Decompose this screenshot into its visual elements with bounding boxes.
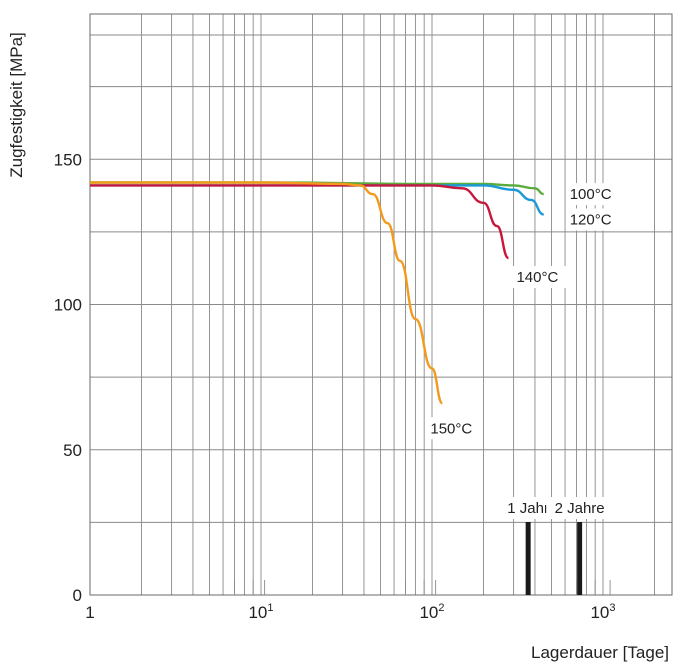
x-axis-title: Lagerdauer [Tage] [531, 643, 669, 662]
curve-label-bg [512, 266, 569, 289]
year-markers: 1 Jahr 2 Jahre [498, 497, 614, 595]
series-line [90, 181, 444, 405]
y-tick-label: 50 [63, 441, 82, 460]
curve-label-bg [565, 183, 622, 206]
year-marker-label: 1 Jahr [507, 500, 549, 517]
x-tick-label: 103 [590, 602, 615, 622]
curve-labels: 100°C 120°C 140°C 150°C [426, 183, 622, 440]
plot-frame [89, 13, 673, 596]
y-tick-label: 100 [54, 296, 82, 315]
curve-label: 120°C [570, 211, 612, 228]
curve-label: 150°C [430, 420, 472, 437]
x-tick-label: 1 [85, 603, 94, 622]
x-tick-label: 102 [419, 602, 444, 622]
curve-label: 140°C [516, 269, 558, 286]
y-tick-labels: 0 50 100 150 [54, 150, 82, 605]
y-axis-title: Zugfestigkeit [MPa] [7, 32, 26, 178]
y-tick-label: 150 [54, 150, 82, 169]
curve-label-bg [426, 417, 483, 440]
year-marker-label: 2 Jahre [555, 500, 605, 517]
year-marker-bar [525, 522, 531, 595]
curve-label-bg [565, 208, 622, 231]
x-tick-labels: 1 101 102 103 [85, 602, 615, 622]
series-group [89, 181, 545, 405]
curve-label: 100°C [570, 186, 612, 203]
x-tick-label: 101 [248, 602, 273, 622]
year-marker-label-bg [498, 497, 558, 519]
y-tick-label: 0 [73, 586, 82, 605]
year-marker-label-bg [546, 497, 614, 519]
minor-ticks [234, 580, 611, 595]
series-line [89, 184, 510, 260]
year-marker-bar [577, 522, 583, 595]
